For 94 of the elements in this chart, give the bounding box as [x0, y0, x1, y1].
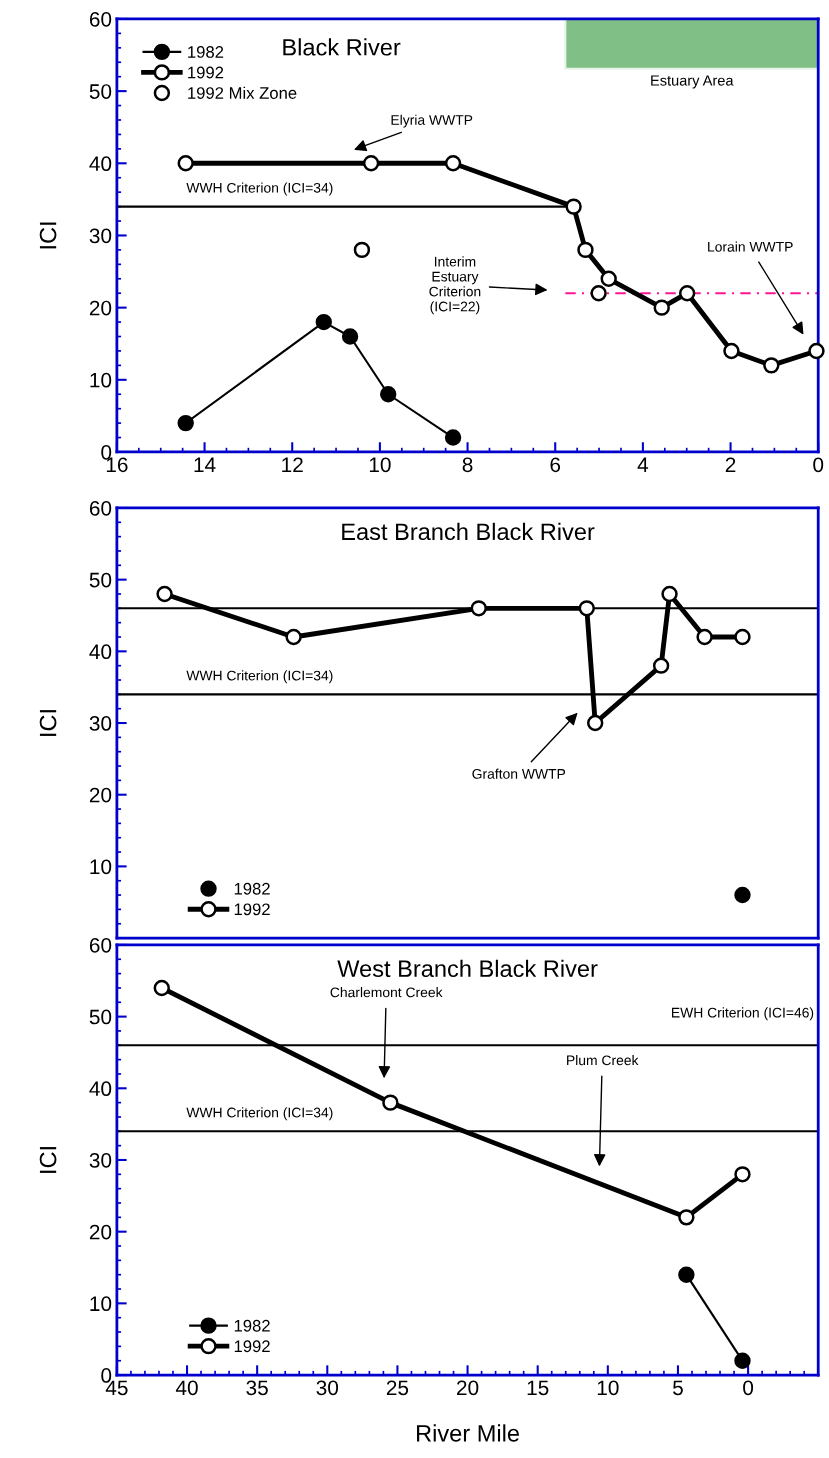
point	[763, 357, 780, 374]
point	[341, 328, 359, 345]
ref-line-label: WWH Criterion (ICI=34)	[186, 1107, 333, 1121]
point	[661, 585, 678, 603]
point	[382, 1094, 399, 1111]
point	[808, 342, 825, 360]
point	[177, 414, 194, 432]
point	[156, 585, 173, 603]
x-tick-label: 20	[457, 1380, 479, 1396]
x-axis-title: River Mile	[417, 1424, 519, 1442]
point	[734, 886, 751, 904]
point	[678, 1209, 695, 1226]
point	[565, 198, 582, 215]
y-tick-label: 40	[89, 644, 112, 660]
y-tick-label: 50	[89, 1009, 112, 1025]
annotation: Grafton WWTP	[472, 768, 566, 779]
x-tick-label: 10	[369, 457, 391, 473]
y-tick-label: 10	[90, 1296, 112, 1312]
point	[380, 386, 397, 403]
point	[444, 429, 462, 446]
x-tick-label: 4	[637, 457, 649, 472]
point	[362, 155, 380, 172]
y-tick-label: 20	[89, 300, 112, 316]
legend-label: 1982	[234, 882, 270, 895]
x-tick-label: 6	[550, 457, 561, 473]
point	[285, 628, 302, 646]
y-tick-label: 10	[90, 372, 112, 388]
legend-label: 1992	[234, 1340, 270, 1353]
band-label: Estuary Area	[651, 75, 734, 89]
point	[696, 628, 713, 646]
y-tick-label: 60	[89, 11, 112, 27]
y-axis-title: ICI	[39, 1147, 57, 1173]
y-tick-label: 60	[89, 500, 112, 516]
chart-title: West Branch Black River	[337, 959, 598, 978]
y-axis-title: ICI	[39, 222, 57, 249]
point	[734, 1166, 751, 1183]
point	[444, 155, 462, 172]
point	[177, 155, 194, 172]
y-tick-label: 40	[89, 1081, 112, 1097]
point	[734, 628, 751, 646]
y-tick-label: 50	[89, 84, 112, 99]
x-tick-label: 40	[175, 1380, 198, 1396]
y-tick-label: 50	[89, 572, 112, 588]
x-tick-label: 25	[386, 1380, 409, 1396]
legend-label: 1982	[188, 46, 224, 58]
point	[723, 342, 740, 360]
legend-label: 1992	[188, 66, 224, 79]
y-tick-label: 30	[89, 716, 112, 731]
x-tick-label: 0	[743, 1380, 754, 1396]
annotation: Plum Creek	[567, 1055, 639, 1066]
annotation: Charlemont Creek	[330, 987, 443, 998]
point	[734, 1352, 751, 1369]
point	[653, 299, 670, 316]
y-tick-label: 60	[89, 937, 112, 953]
y-tick-label: 40	[89, 156, 112, 172]
point	[578, 600, 595, 617]
point	[678, 285, 696, 302]
x-tick-label: 10	[597, 1380, 619, 1396]
annotation: Elyria WWTP	[391, 114, 473, 128]
legend-label: 1992 Mix Zone	[188, 86, 297, 99]
ref-line-label: WWH Criterion (ICI=34)	[186, 670, 333, 684]
x-tick-label: 35	[246, 1380, 268, 1396]
y-tick-label: 30	[89, 228, 112, 244]
ref-line-label: WWH Criterion (ICI=34)	[186, 182, 333, 196]
y-axis-title: ICI	[39, 710, 57, 736]
x-tick-label: 0	[813, 457, 824, 473]
point	[590, 285, 607, 302]
point	[587, 714, 604, 732]
legend-label: 1982	[234, 1319, 270, 1332]
point	[577, 241, 594, 259]
x-tick-label: 30	[316, 1380, 339, 1396]
y-tick-label: 20	[89, 787, 112, 803]
chart-title: East Branch Black River	[342, 522, 595, 541]
y-tick-label: 20	[89, 1224, 112, 1240]
x-tick-label: 15	[527, 1380, 549, 1396]
annotation: Interim Estuary Criterion (ICI=22)	[429, 256, 481, 315]
point	[153, 979, 170, 997]
y-tick-label: 30	[89, 1152, 112, 1168]
x-tick-label: 12	[282, 457, 303, 472]
text: Black River	[283, 38, 401, 56]
annotation: Lorain WWTP	[708, 241, 793, 252]
point	[315, 313, 332, 331]
x-tick-label: 14	[194, 457, 216, 472]
ref-line-label: EWH Criterion (ICI=46)	[672, 1007, 814, 1021]
point	[600, 270, 617, 287]
point	[353, 241, 371, 259]
point	[678, 1266, 695, 1283]
x-tick-label: 8	[462, 457, 473, 473]
legend-label: 1992	[234, 903, 270, 916]
x-tick-label: 2	[725, 457, 736, 472]
x-tick-label: 5	[673, 1380, 683, 1396]
y-tick-label: 10	[90, 859, 112, 875]
point	[470, 600, 487, 617]
point	[652, 657, 670, 674]
